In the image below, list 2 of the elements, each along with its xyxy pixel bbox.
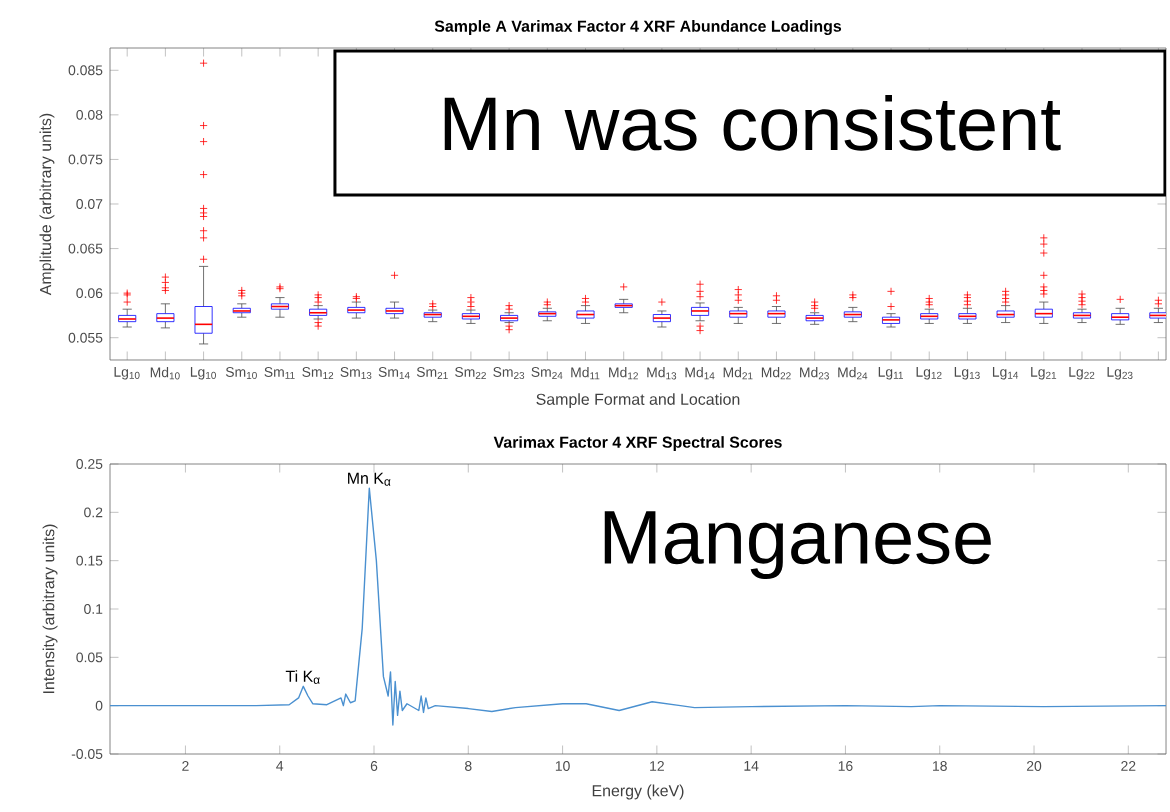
annotation: Manganese bbox=[604, 511, 991, 580]
annotation: Mn was consistent bbox=[444, 95, 1061, 151]
